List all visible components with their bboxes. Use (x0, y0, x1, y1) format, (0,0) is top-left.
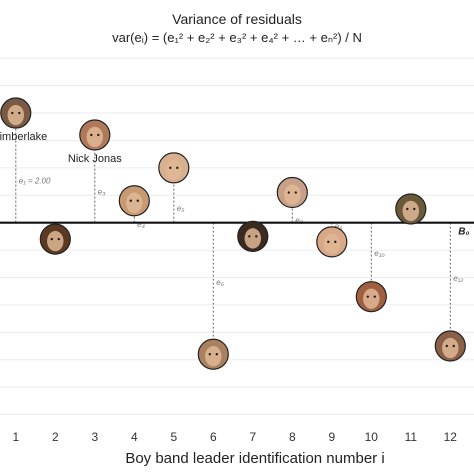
x-tick-label: 3 (91, 430, 98, 444)
gridlines (0, 57, 474, 416)
data-point (0, 97, 32, 129)
x-tick-label: 5 (170, 430, 177, 444)
data-point (197, 338, 229, 370)
residual-label: e₁₀ (374, 249, 385, 258)
data-points: n Timberlake Nick Jonas (0, 97, 466, 370)
residual-label: e₁ = 2.00 (19, 176, 51, 185)
x-tick-label: 11 (405, 430, 418, 444)
data-point (158, 152, 190, 184)
point-name: Nick Jonas (68, 153, 122, 165)
x-tick-label: 8 (289, 430, 296, 444)
residual-label: e₄ (137, 220, 145, 229)
residual-label: e₁₂ (453, 274, 463, 283)
x-tick-label: 4 (131, 430, 138, 444)
baseline-label: B₀ (458, 227, 469, 238)
residual-label: e₅ (177, 204, 185, 213)
x-axis-label: Boy band leader identification number i (125, 450, 384, 467)
data-point (276, 176, 308, 209)
data-point (395, 193, 427, 225)
x-tick-label: 1 (12, 430, 19, 444)
point-name: n Timberlake (0, 131, 47, 143)
x-tick-label: 2 (52, 430, 59, 444)
data-point (79, 119, 111, 151)
residual-label: e₃ (98, 187, 106, 196)
x-tick-label: 12 (444, 430, 458, 444)
x-tick-label: 10 (365, 430, 379, 444)
data-point (316, 226, 348, 258)
x-tick-label: 9 (328, 430, 335, 444)
x-tick-labels: 1 2 3 4 5 6 7 8 9 10 11 12 (12, 430, 457, 444)
data-point (434, 330, 466, 362)
data-point (237, 220, 269, 252)
residual-label: e₆ (216, 278, 224, 287)
x-tick-label: 6 (210, 430, 217, 444)
data-point (355, 281, 387, 313)
chart-subtitle: var(eᵢ) = (e₁² + e₂² + e₃² + e₄² + … + e… (112, 30, 362, 45)
residual-label: e₈ (295, 216, 303, 225)
chart-title: Variance of residuals (172, 11, 302, 27)
residual-label: e₉ (335, 222, 343, 231)
data-point (118, 185, 150, 217)
data-point (39, 223, 71, 255)
x-tick-label: 7 (249, 430, 256, 444)
